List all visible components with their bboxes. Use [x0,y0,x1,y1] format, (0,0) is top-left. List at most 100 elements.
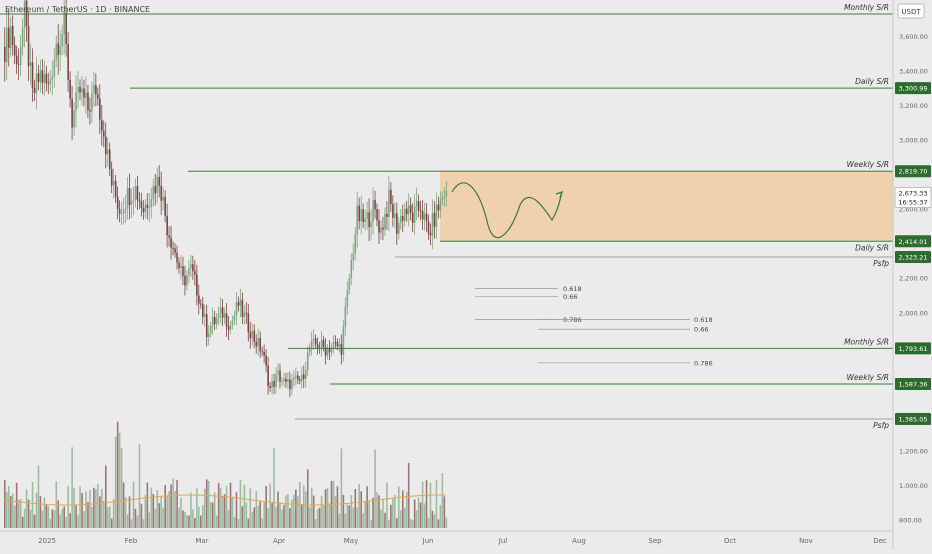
price-tag [895,165,931,178]
candle [368,212,370,228]
candle [198,295,200,304]
candle [394,213,396,218]
candle [312,338,315,341]
candle [358,205,361,222]
volume-bar [366,486,368,528]
volume-bar [229,482,232,528]
candle [118,208,121,214]
range-zone [440,171,893,242]
candle [217,313,220,319]
candle [69,79,71,99]
price-tag [895,250,931,263]
volume-bar [419,502,422,528]
candle [19,46,22,65]
candle [27,26,30,66]
candle [283,378,285,381]
candle [101,119,103,132]
candle [134,186,137,201]
candle [328,347,331,353]
volume-bar [31,481,34,528]
candle [344,306,347,327]
volume-bar [166,496,168,528]
volume-bar [5,491,8,528]
candle [425,213,428,222]
volume-bar [374,449,376,528]
symbol-title[interactable]: Ethereum / TetherUS · 1D · BINANCE [5,5,150,14]
candle [271,381,273,388]
price-tick: 800.00 [899,517,922,525]
volume-bar [11,493,14,528]
candle [279,370,281,382]
candle [124,208,127,210]
volume-bar [308,507,311,528]
volume-bar [144,495,147,528]
volume-bar [285,495,287,528]
candle [103,131,105,137]
candle [83,88,85,98]
volume-bar [316,509,319,528]
candle [417,201,420,211]
volume-bar [85,491,87,528]
candle [316,344,319,348]
volume-bar [203,488,206,528]
candle [148,207,151,209]
candle [392,204,394,218]
volume-bar [162,507,164,528]
candle [289,379,291,390]
volume-bar [415,510,418,528]
candle [370,221,372,228]
candle [182,266,184,276]
volume-bar [57,500,60,528]
volume-bar [413,499,416,528]
price-axis[interactable]: 800.001,000.001,200.001,400.001,600.001,… [899,33,928,525]
candle [380,227,382,233]
volume-bar [114,436,117,528]
fib-label: 0.618 [694,316,713,324]
volume-bar [314,518,317,528]
volume-bar [431,510,434,528]
candle [338,344,341,347]
currency-label: USDT [901,8,921,16]
candle [429,233,432,236]
candle [174,248,176,253]
volume-bar [200,515,202,528]
volume-bar [33,514,36,528]
volume-bar [279,502,281,528]
candle [233,315,236,321]
volume-bar [126,514,129,528]
volume-bar [65,516,67,528]
volume-bar [346,504,349,528]
volume-bar [211,502,214,528]
volume-bar [350,494,353,528]
candle [85,92,87,98]
volume-bar [295,489,297,528]
volume-bar [13,505,16,528]
candle [196,274,198,296]
projection-wave [451,182,563,239]
candle [225,313,228,327]
volume-bar [437,519,440,528]
candle [374,200,376,210]
currency-button[interactable] [897,3,925,19]
volume-bar [421,481,424,528]
volume-bar [25,489,28,528]
candle [396,213,398,234]
price-tag-label: 1,793.61 [899,345,928,353]
volume-bar [318,507,321,528]
volume-bar [297,496,299,528]
candle [150,199,153,208]
candle [41,70,44,84]
candle [21,27,24,47]
candle [415,201,418,207]
volume-bar [364,501,366,528]
candle [364,218,366,223]
time-axis[interactable]: 2025 Feb Mar Apr May Jun Jul Aug Sep Oct Nov Dec [38,537,887,545]
volume-bar [354,489,357,528]
volume-bar [41,510,44,528]
candle [79,86,81,93]
volume-bar [249,488,252,528]
candle [205,314,208,337]
